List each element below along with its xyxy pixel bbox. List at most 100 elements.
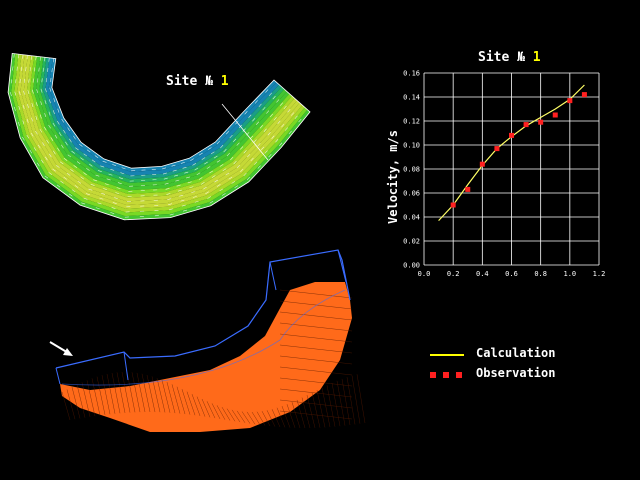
terrain-mesh-line xyxy=(279,344,353,354)
field-vector xyxy=(94,155,99,159)
field-vector xyxy=(216,184,221,187)
field-vector xyxy=(86,168,90,171)
terrain-mesh-line xyxy=(281,406,291,428)
field-vector xyxy=(205,191,209,195)
field-vector xyxy=(108,173,113,176)
chart-ytick-label: 0.16 xyxy=(403,70,420,78)
terrain-mesh-line xyxy=(81,382,91,417)
field-vector xyxy=(194,200,199,203)
terrain-mesh-line xyxy=(226,408,236,422)
field-vector xyxy=(176,184,181,187)
terrain-mesh-line xyxy=(111,372,121,414)
field-vector xyxy=(76,161,81,165)
chart-xtick-label: 0.0 xyxy=(418,270,431,278)
field-vector xyxy=(187,181,192,184)
field-vector xyxy=(294,115,298,120)
field-vector xyxy=(209,200,214,204)
field-vector xyxy=(80,157,84,161)
field-vector xyxy=(71,150,75,154)
field-vector xyxy=(115,192,120,195)
field-vector xyxy=(219,188,224,192)
field-outline xyxy=(7,52,311,221)
field-vector xyxy=(169,213,174,216)
field-vector xyxy=(44,113,47,118)
field-band xyxy=(42,57,282,180)
field-vector xyxy=(194,167,199,171)
field-vector xyxy=(35,115,38,120)
field-vector xyxy=(78,143,83,147)
field-vector xyxy=(247,153,251,158)
field-vector xyxy=(65,141,68,146)
field-vector xyxy=(172,169,177,172)
terrain-mesh-line xyxy=(279,355,353,365)
field-vector xyxy=(184,171,189,174)
field-vector xyxy=(240,168,244,173)
terrain-mesh-line xyxy=(279,311,353,321)
field-vector xyxy=(244,111,248,115)
terrain-mesh-line xyxy=(331,382,341,427)
terrain-mesh-line xyxy=(356,374,366,424)
field-vector xyxy=(262,106,266,111)
field-vector xyxy=(31,103,34,108)
terrain-mesh-line xyxy=(276,407,286,428)
terrain-mesh-line xyxy=(351,375,361,424)
field-vector xyxy=(112,202,117,204)
field-vector xyxy=(45,88,47,93)
field-vector xyxy=(233,138,237,142)
legend-line-marker xyxy=(430,354,464,356)
field-vector xyxy=(90,184,95,186)
legend: Calculation Observation xyxy=(430,346,630,390)
field-vector xyxy=(101,192,106,195)
chart-point-observation xyxy=(552,112,558,118)
chart-point-observation xyxy=(567,98,573,104)
field-vector xyxy=(211,175,216,178)
field-vector xyxy=(53,98,56,103)
terrain-mesh-line xyxy=(211,403,221,419)
field-vector xyxy=(104,183,109,186)
field-vector xyxy=(226,152,230,157)
field-vector xyxy=(266,110,270,114)
field-vector xyxy=(83,172,87,176)
field-vector xyxy=(260,146,265,151)
field-vector xyxy=(26,118,29,123)
chart-point-observation xyxy=(523,122,529,128)
field-vector xyxy=(192,196,197,198)
field-vector xyxy=(31,89,34,94)
field-vector xyxy=(267,132,271,136)
field-vector xyxy=(110,168,115,171)
field-vector xyxy=(85,193,90,196)
field-vector xyxy=(116,187,121,190)
field-vector xyxy=(186,176,191,179)
map-site-prefix: Site № xyxy=(166,74,213,89)
legend-square-marker xyxy=(443,372,449,378)
chart-ytick-label: 0.08 xyxy=(403,166,420,174)
legend-label-observation: Observation xyxy=(476,366,556,380)
terrain-mesh-line xyxy=(346,377,356,425)
terrain-mesh-line xyxy=(279,289,353,299)
field-vector xyxy=(27,104,29,109)
field-vector xyxy=(49,153,52,158)
field-vector xyxy=(53,150,56,155)
terrain-body xyxy=(60,282,352,432)
field-vector xyxy=(22,104,25,109)
field-vector xyxy=(40,101,43,106)
field-vector xyxy=(182,166,187,169)
field-vector xyxy=(56,165,60,168)
field-vector xyxy=(60,180,64,184)
field-vector xyxy=(83,153,88,157)
chart-xtick-label: 0.2 xyxy=(447,270,460,278)
field-vector xyxy=(272,95,276,100)
field-vector xyxy=(180,162,185,164)
legend-square-marker xyxy=(456,372,462,378)
terrain-mesh-line xyxy=(256,411,266,426)
terrain-mesh-line xyxy=(131,372,141,413)
chart-title: Site № 1 xyxy=(478,50,541,65)
field-vector xyxy=(14,106,16,111)
field-vector xyxy=(29,149,33,154)
field-vector xyxy=(200,181,205,185)
terrain-mesh-line xyxy=(191,394,201,416)
field-vector xyxy=(111,207,116,209)
field-vector xyxy=(112,164,117,166)
field-vector xyxy=(259,125,263,129)
